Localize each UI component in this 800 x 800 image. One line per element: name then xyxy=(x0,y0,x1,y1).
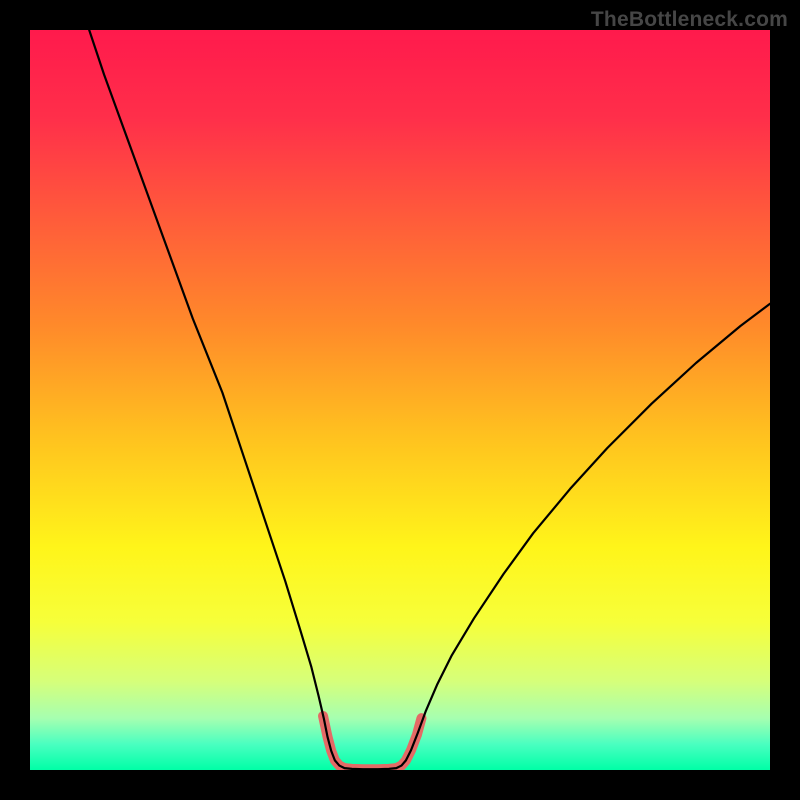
plot-area xyxy=(30,30,770,770)
watermark-text: TheBottleneck.com xyxy=(591,8,788,32)
plot-svg xyxy=(30,30,770,770)
chart-frame: TheBottleneck.com xyxy=(0,0,800,800)
gradient-background xyxy=(30,30,770,770)
